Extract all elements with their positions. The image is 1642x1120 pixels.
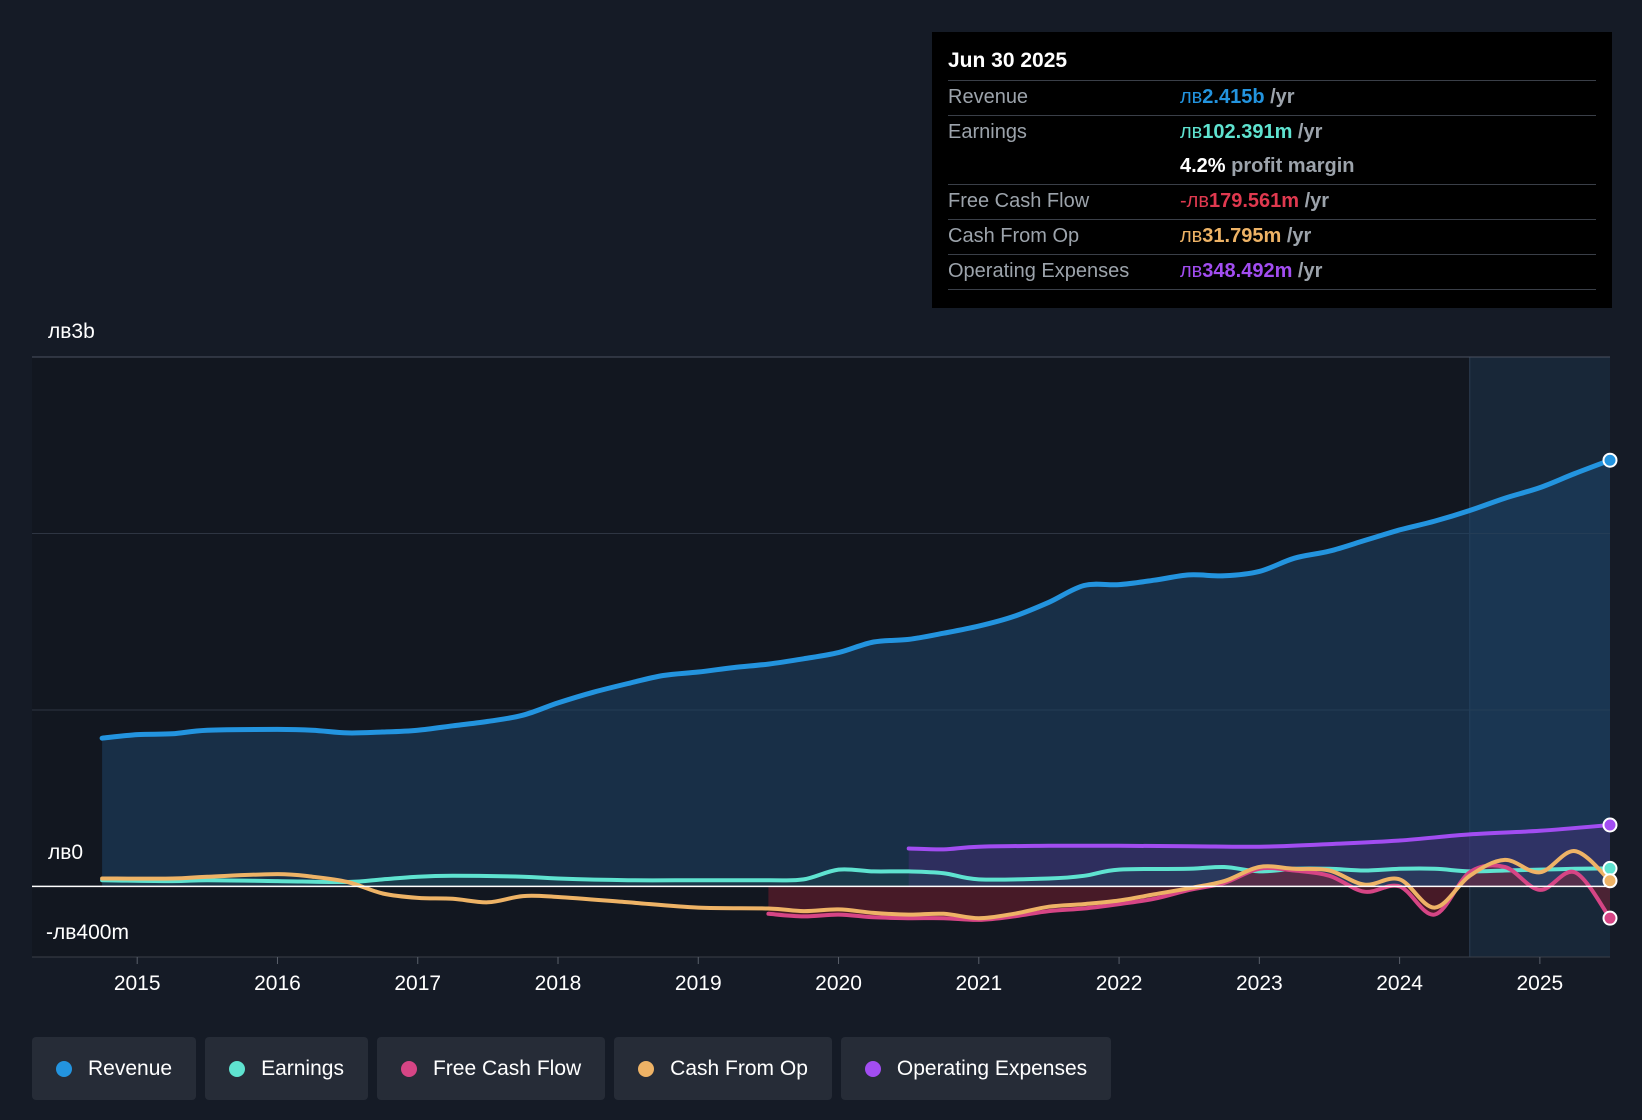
revenue-endpoint <box>1602 452 1618 468</box>
tooltip-value-prefix: лв <box>1180 86 1203 108</box>
legend: Revenue Earnings Free Cash Flow Cash From O… <box>32 1037 1112 1100</box>
tooltip-value-number: 348.492m <box>1202 260 1293 282</box>
tooltip-value-prefix: лв <box>1180 121 1203 143</box>
tooltip-value-unit: profit margin <box>1225 155 1355 177</box>
tooltip-value: лв348.492m /yr <box>1180 255 1322 289</box>
legend-label: Operating Expenses <box>896 1056 1088 1080</box>
tooltip-label: Revenue <box>948 86 1029 108</box>
legend-item-operating-expenses[interactable]: Operating Expenses <box>840 1037 1112 1100</box>
tooltip-value-unit: /yr <box>1292 121 1323 143</box>
tooltip-value: -лв179.561m /yr <box>1180 185 1329 219</box>
tooltip-value-number: 31.795m <box>1202 225 1282 247</box>
x-tick-label: 2022 <box>1096 972 1143 995</box>
tooltip-row: Operating Expenses лв348.492m /yr <box>948 255 1596 290</box>
x-tick-label: 2019 <box>675 972 722 995</box>
tooltip-value-unit: /yr <box>1299 190 1330 212</box>
tooltip-value-prefix: лв <box>1180 225 1203 247</box>
free-cash-flow-area <box>768 865 1610 920</box>
cash-from-op-line <box>100 849 1612 921</box>
revenue-line <box>99 457 1613 741</box>
tooltip-value-prefix: -лв <box>1180 190 1209 212</box>
tooltip-date: Jun 30 2025 <box>948 46 1596 81</box>
x-tick-label: 2015 <box>114 972 161 995</box>
legend-item-earnings[interactable]: Earnings <box>205 1037 368 1100</box>
cash-from-op-endpoint <box>1602 873 1618 889</box>
legend-item-revenue[interactable]: Revenue <box>32 1037 197 1100</box>
tooltip-value-number: 4.2% <box>1180 155 1226 177</box>
tooltip-label: Free Cash Flow <box>948 190 1090 212</box>
tooltip-row: Revenue лв2.415b /yr <box>948 81 1596 116</box>
tooltip-panel: Jun 30 2025 Revenue лв2.415b /yr Earnings л… <box>932 32 1612 308</box>
tooltip-label: Cash From Op <box>948 225 1080 247</box>
legend-item-cash-from-op[interactable]: Cash From Op <box>614 1037 832 1100</box>
x-tick-label: 2018 <box>535 972 582 995</box>
revenue-area <box>102 460 1611 887</box>
x-tick-label: 2025 <box>1517 972 1564 995</box>
operating-expenses-area <box>908 825 1610 887</box>
legend-dot-icon <box>56 1060 72 1077</box>
legend-dot-icon <box>400 1060 417 1077</box>
tooltip-value: 4.2% profit margin <box>1180 150 1354 184</box>
legend-label: Cash From Op <box>670 1056 808 1080</box>
tooltip-value: лв102.391m /yr <box>1180 116 1322 150</box>
tooltip-value: лв2.415b /yr <box>1180 81 1295 115</box>
legend-label: Revenue <box>88 1056 173 1080</box>
tooltip-row: Free Cash Flow -лв179.561m /yr <box>948 185 1596 220</box>
earnings-endpoint <box>1602 860 1618 876</box>
x-tick-label: 2017 <box>394 972 441 995</box>
y-label-zero: лв0 <box>48 841 84 864</box>
tooltip-row: Earnings лв102.391m /yr <box>948 116 1596 150</box>
y-label-bottom: -лв400m <box>46 921 129 944</box>
earnings-line <box>100 864 1612 885</box>
x-tick-label: 2020 <box>815 972 862 995</box>
tooltip-value-unit: /yr <box>1281 225 1312 247</box>
y-label-top: лв3b <box>48 320 95 343</box>
legend-label: Free Cash Flow <box>432 1056 582 1080</box>
tooltip-value-number: 179.561m <box>1208 190 1300 212</box>
tooltip-row: Cash From Op лв31.795m /yr <box>948 220 1596 255</box>
tooltip-label: Earnings <box>948 121 1027 143</box>
legend-dot-icon <box>864 1060 881 1077</box>
tooltip-value-unit: /yr <box>1292 260 1323 282</box>
x-tick-label: 2023 <box>1236 972 1283 995</box>
tooltip-value-prefix: лв <box>1180 260 1203 282</box>
legend-label: Earnings <box>261 1056 344 1080</box>
operating-expenses-line <box>906 823 1612 852</box>
legend-item-free-cash-flow[interactable]: Free Cash Flow <box>376 1037 606 1100</box>
x-tick-label: 2016 <box>254 972 301 995</box>
tooltip-value-number: 2.415b <box>1202 86 1265 108</box>
legend-dot-icon <box>229 1060 246 1077</box>
tooltip-value: лв31.795m /yr <box>1180 220 1311 254</box>
operating-expenses-endpoint <box>1602 817 1618 833</box>
tooltip-label: Operating Expenses <box>948 260 1130 282</box>
x-tick-label: 2024 <box>1376 972 1423 995</box>
tooltip-value-number: 102.391m <box>1202 121 1293 143</box>
free-cash-flow-endpoint <box>1602 910 1618 926</box>
tooltip-label <box>948 150 1180 184</box>
legend-dot-icon <box>638 1060 655 1077</box>
x-tick-label: 2021 <box>955 972 1002 995</box>
tooltip-value-unit: /yr <box>1264 86 1295 108</box>
tooltip-row: 4.2% profit margin <box>948 150 1596 185</box>
